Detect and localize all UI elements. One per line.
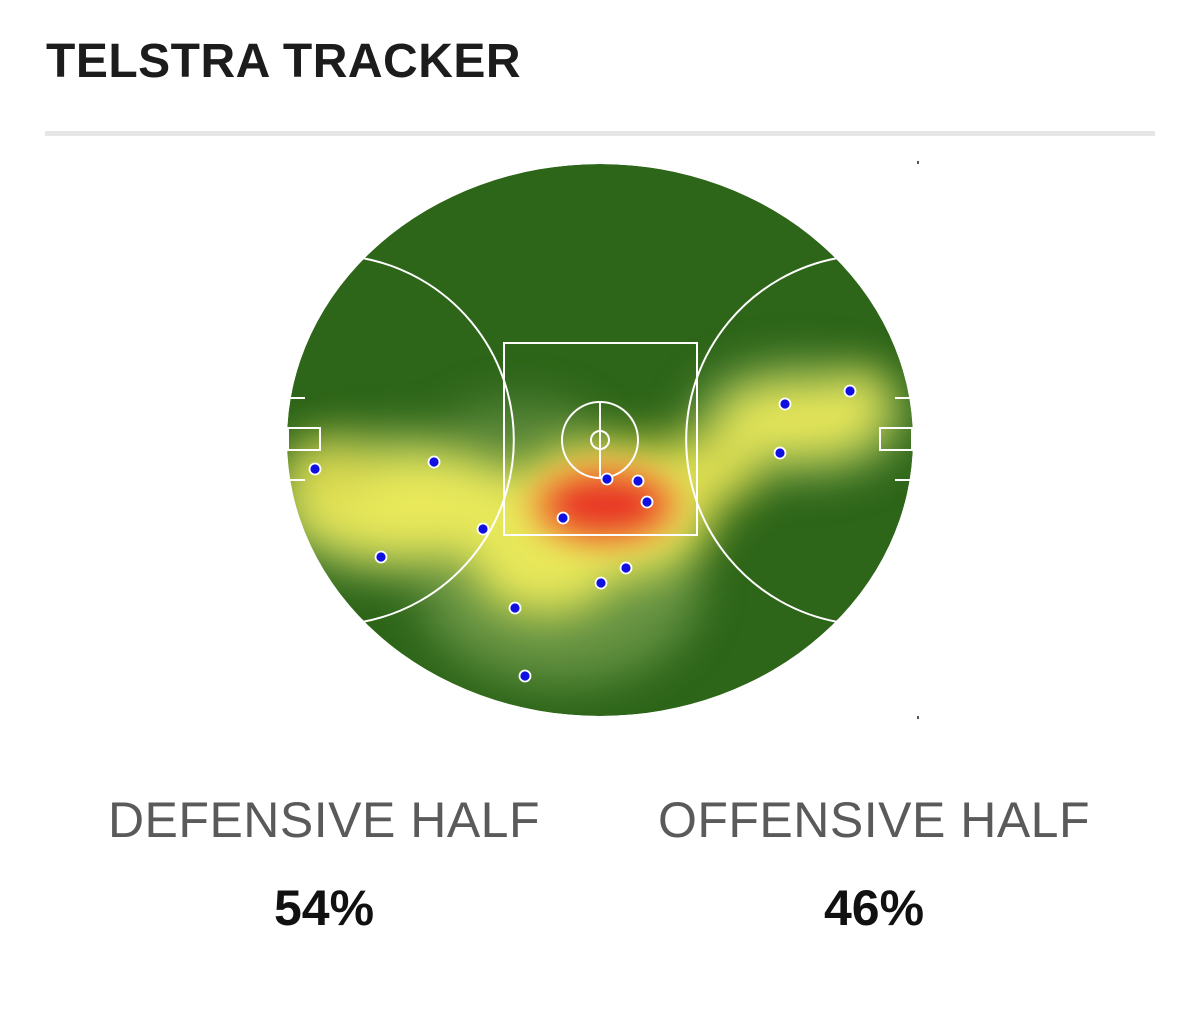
possession-markers bbox=[308, 384, 857, 683]
possession-marker bbox=[594, 576, 608, 590]
defensive-half-label: DEFENSIVE HALF bbox=[107, 792, 541, 848]
right-goal-square bbox=[879, 427, 913, 451]
possession-marker bbox=[308, 462, 322, 476]
defensive-half-value: 54% bbox=[273, 880, 375, 936]
possession-marker bbox=[508, 601, 522, 615]
left-fifty-arc bbox=[361, 257, 515, 623]
heatmap-field bbox=[287, 161, 919, 719]
right-fifty-arc bbox=[685, 257, 839, 623]
defensive-half-stat: DEFENSIVE HALF 54% bbox=[64, 790, 584, 938]
page-title: TELSTRA TRACKER bbox=[46, 35, 522, 88]
possession-marker bbox=[374, 550, 388, 564]
tick-bottom bbox=[917, 716, 919, 719]
possession-marker bbox=[778, 397, 792, 411]
tick-top bbox=[917, 161, 919, 164]
possession-marker bbox=[631, 474, 645, 488]
field-surface bbox=[287, 164, 913, 716]
possession-marker bbox=[518, 669, 532, 683]
offensive-half-stat: OFFENSIVE HALF 46% bbox=[614, 790, 1134, 938]
offensive-half-label: OFFENSIVE HALF bbox=[657, 792, 1091, 848]
field-lines bbox=[287, 257, 913, 623]
possession-marker bbox=[476, 522, 490, 536]
left-goal-square bbox=[287, 427, 321, 451]
possession-marker bbox=[556, 511, 570, 525]
possession-marker bbox=[843, 384, 857, 398]
header-divider bbox=[45, 131, 1155, 136]
centre-square bbox=[503, 342, 698, 536]
possession-marker bbox=[773, 446, 787, 460]
possession-marker bbox=[600, 472, 614, 486]
possession-marker bbox=[619, 561, 633, 575]
possession-marker bbox=[640, 495, 654, 509]
possession-marker bbox=[427, 455, 441, 469]
offensive-half-value: 46% bbox=[823, 880, 925, 936]
field-svg bbox=[287, 161, 919, 719]
